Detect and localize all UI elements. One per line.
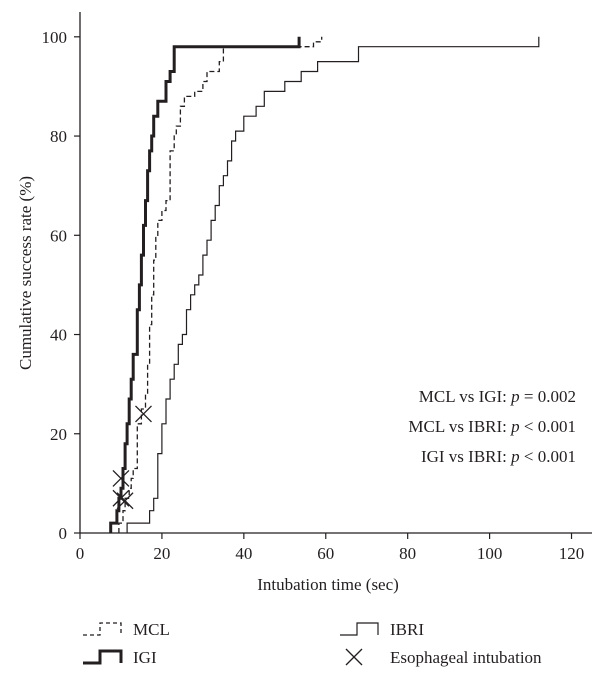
- annotation-p: p: [510, 417, 520, 436]
- series-line-ibri: [126, 36, 540, 533]
- annotation-p: p: [510, 387, 520, 406]
- y-tick-label-40: 40: [50, 326, 67, 345]
- marker-esophageal-intubation-1: [112, 469, 130, 487]
- annotation-prefix: MCL vs IBRI:: [408, 417, 511, 436]
- legend-label-ibri: IBRI: [390, 620, 424, 639]
- marker-stroke-b: [116, 492, 134, 510]
- x-tick-label-60: 60: [317, 544, 334, 563]
- p-value-annotation-3: IGI vs IBRI: p < 0.001: [421, 447, 576, 466]
- marker-stroke-b: [112, 489, 130, 507]
- legend-item-3: IBRI: [340, 620, 424, 639]
- y-tick-label-0: 0: [59, 524, 68, 543]
- x-tick-label-40: 40: [235, 544, 252, 563]
- axes: [79, 12, 592, 534]
- annotation-prefix: IGI vs IBRI:: [421, 447, 511, 466]
- x-tick-label-20: 20: [153, 544, 170, 563]
- legend-cross-b: [345, 648, 363, 666]
- legend-item-2: IGI: [83, 648, 157, 667]
- marker-esophageal-intubation-4: [135, 405, 152, 423]
- p-value-annotations: MCL vs IGI: p = 0.002 MCL vs IBRI: p < 0.…: [408, 387, 576, 466]
- x-tick-label-80: 80: [399, 544, 416, 563]
- annotation-suffix: = 0.002: [520, 387, 576, 406]
- marker-stroke-b: [112, 469, 130, 487]
- legend-symbol-ibri: [340, 622, 379, 636]
- annotation-p: p: [510, 447, 520, 466]
- p-value-annotation-1: MCL vs IGI: p = 0.002: [419, 387, 576, 406]
- legend-label-mcl: MCL: [133, 620, 170, 639]
- legend-item-4: Esophageal intubation: [345, 648, 542, 667]
- y-tick-label-100: 100: [42, 28, 68, 47]
- series-line-mcl: [118, 36, 323, 533]
- x-tick-label-120: 120: [559, 544, 585, 563]
- marker-stroke-b: [135, 405, 152, 423]
- axis-ticks: 0 20 40 60 80 100 120 0 20 40 60 80 100: [42, 28, 585, 563]
- annotation-suffix: < 0.001: [520, 417, 576, 436]
- legend-item-1: MCL: [83, 620, 170, 639]
- annotation-suffix: < 0.001: [520, 447, 576, 466]
- y-tick-label-80: 80: [50, 127, 67, 146]
- legend-label-esophageal-intubation: Esophageal intubation: [390, 648, 542, 667]
- marker-esophageal-intubation-2: [112, 489, 130, 507]
- annotation-prefix: MCL vs IGI:: [419, 387, 511, 406]
- p-value-annotation-2: MCL vs IBRI: p < 0.001: [408, 417, 576, 436]
- marker-esophageal-intubation-3: [116, 492, 134, 510]
- legend-label-igi: IGI: [133, 648, 157, 667]
- legend: MCL IGI IBRI Esophageal intubation: [83, 620, 542, 667]
- x-tick-label-0: 0: [76, 544, 85, 563]
- y-axis-label: Cumulative success rate (%): [16, 176, 35, 370]
- y-tick-label-60: 60: [50, 226, 67, 245]
- legend-symbol-mcl: [83, 622, 122, 636]
- series-lines: [109, 36, 540, 533]
- series-line-igi: [109, 36, 301, 533]
- x-axis-label: Intubation time (sec): [257, 575, 399, 594]
- esophageal-intubation-markers: [112, 405, 152, 510]
- y-tick-label-20: 20: [50, 425, 67, 444]
- x-tick-label-100: 100: [477, 544, 503, 563]
- legend-symbol-igi: [83, 649, 123, 665]
